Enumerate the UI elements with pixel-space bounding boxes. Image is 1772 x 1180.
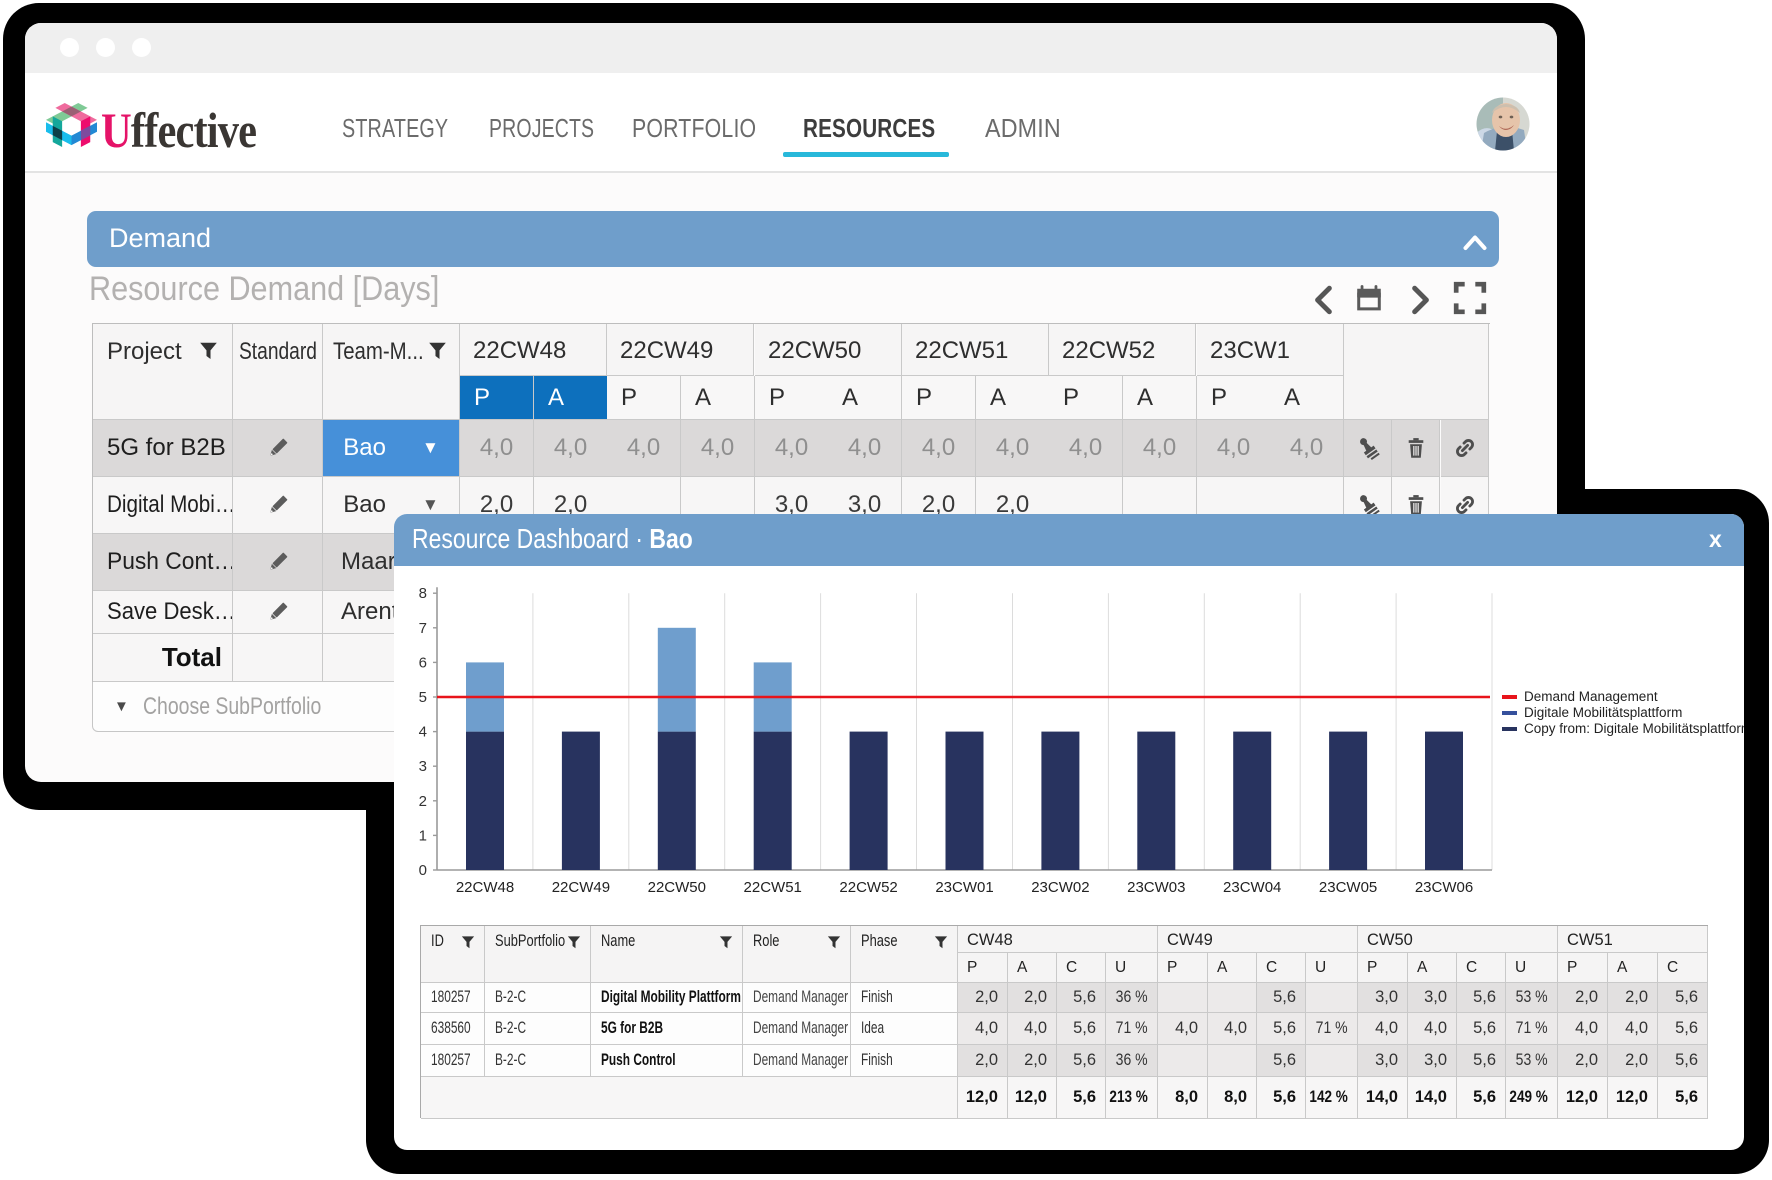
svg-text:1: 1: [419, 827, 427, 844]
svg-text:6: 6: [419, 654, 427, 671]
svg-text:Demand Management: Demand Management: [1524, 689, 1658, 704]
svg-text:Digitale Mobilitätsplattform: Digitale Mobilitätsplattform: [1524, 705, 1682, 720]
svg-text:7: 7: [419, 620, 427, 637]
svg-text:22CW52: 22CW52: [839, 879, 897, 896]
svg-text:5: 5: [419, 689, 427, 706]
svg-text:23CW06: 23CW06: [1415, 879, 1473, 896]
svg-text:23CW01: 23CW01: [935, 879, 993, 896]
svg-text:23CW04: 23CW04: [1223, 879, 1281, 896]
svg-text:22CW48: 22CW48: [456, 879, 514, 896]
svg-text:22CW50: 22CW50: [648, 879, 706, 896]
svg-text:8: 8: [419, 585, 427, 602]
svg-text:23CW02: 23CW02: [1031, 879, 1089, 896]
svg-text:22CW51: 22CW51: [744, 879, 802, 896]
svg-text:4: 4: [419, 724, 427, 741]
svg-text:Copy from: Digitale Mobilitäts: Copy from: Digitale Mobilitätsplattform: [1524, 721, 1744, 736]
svg-text:3: 3: [419, 758, 427, 775]
svg-text:0: 0: [419, 862, 427, 879]
svg-text:22CW49: 22CW49: [552, 879, 610, 896]
svg-text:2: 2: [419, 793, 427, 810]
svg-text:23CW05: 23CW05: [1319, 879, 1377, 896]
svg-text:23CW03: 23CW03: [1127, 879, 1185, 896]
